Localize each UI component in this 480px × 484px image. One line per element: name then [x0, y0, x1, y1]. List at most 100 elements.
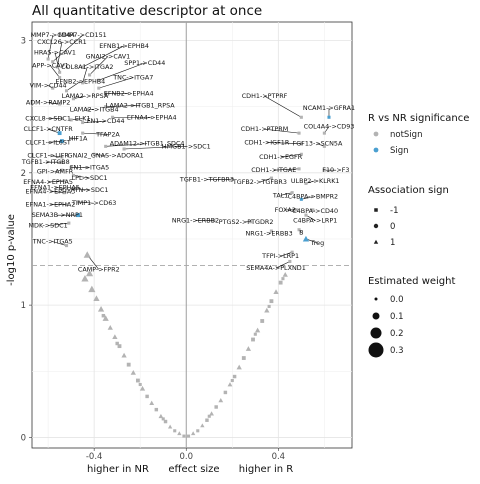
- data-point: [227, 382, 233, 387]
- data-point-labeled: [81, 65, 85, 69]
- legend-sign-title: Association sign: [368, 185, 449, 196]
- point-label: CXCL26->CCR1: [37, 38, 87, 46]
- label-connector: [82, 45, 125, 68]
- data-point: [149, 400, 155, 405]
- data-point: [245, 346, 252, 351]
- x-tick-label: -0.4: [86, 452, 103, 462]
- data-point: [112, 334, 118, 339]
- legend-weight-key: [372, 312, 380, 320]
- point-label: ULBP2->KLRK1: [291, 177, 340, 185]
- data-point-labeled: [299, 152, 303, 156]
- data-point-labeled: [58, 102, 62, 106]
- data-point-labeled: [51, 86, 55, 90]
- label-connector: [124, 146, 187, 150]
- data-point-labeled: [302, 235, 310, 242]
- data-point-labeled: [69, 165, 73, 170]
- point-label: EFNA1->EPHA5: [30, 183, 80, 191]
- data-point-labeled: [60, 139, 64, 143]
- data-point: [139, 385, 146, 391]
- point-label: COL8A1->ITGA2: [61, 63, 113, 71]
- label-connector: [73, 95, 86, 100]
- legend-weight-label: 0.1: [390, 312, 404, 322]
- legend-sign-key: [373, 223, 379, 229]
- legend-significance-key: [373, 147, 379, 153]
- data-point-labeled: [83, 251, 91, 258]
- data-point-labeled: [290, 250, 294, 254]
- point-label: CLCF1->IL6ST: [25, 138, 70, 146]
- y-tick-label: 3: [21, 37, 26, 47]
- data-point-labeled: [269, 229, 273, 233]
- data-point-labeled: [60, 168, 64, 172]
- data-point-labeled: [64, 244, 69, 248]
- plot-area: -0.4 0.0 0.4 0 1 2 3 MMP7->CD44MMP7->CD151CXCL2…: [21, 21, 355, 462]
- point-label: TNC->ITGA7: [112, 74, 153, 82]
- data-point-labeled: [212, 218, 216, 222]
- legend-weight-label: 0.2: [390, 329, 404, 339]
- point-label: EFNA1->EPHA2: [26, 201, 76, 209]
- label-connector: [54, 52, 60, 73]
- data-point: [232, 374, 237, 379]
- point-label: CDH1->PTPRM: [241, 125, 288, 133]
- data-point: [158, 413, 164, 419]
- data-point: [281, 277, 285, 281]
- data-point: [97, 305, 105, 312]
- data-point: [209, 411, 214, 416]
- legend-weight-label: 0.0: [390, 295, 404, 305]
- legend-significance-key: [373, 131, 379, 137]
- point-label: EFNB2->EPHB4: [55, 78, 105, 86]
- point-label: C4BPA->BMPR2: [288, 193, 339, 201]
- y-tick-label: 2: [21, 169, 26, 179]
- point-label: MMP7->CD151: [59, 31, 107, 39]
- data-point-labeled: [74, 187, 78, 191]
- data-point: [177, 431, 182, 436]
- data-point-labeled: [46, 57, 50, 61]
- data-point: [273, 289, 279, 295]
- label-connector: [82, 132, 108, 135]
- data-point-labeled: [297, 167, 301, 171]
- data-point: [154, 407, 159, 412]
- point-label: CDH1->IGF1R: [244, 138, 289, 146]
- data-point: [121, 352, 127, 358]
- data-point-labeled: [249, 220, 253, 224]
- legend-weight-title: Estimated weight: [368, 276, 455, 287]
- label-connector: [264, 95, 302, 118]
- label-connector: [82, 120, 106, 123]
- data-point-labeled: [322, 131, 326, 135]
- point-label: TGFB1->ITGB8: [21, 158, 70, 166]
- label-connector: [54, 187, 67, 189]
- data-point-labeled: [60, 117, 64, 121]
- point-label: LAMA2->ITGB4: [70, 105, 119, 113]
- legend-significance-label: Sign: [390, 146, 409, 156]
- data-point: [241, 356, 246, 360]
- point-label: GPI->AMFR: [37, 167, 74, 175]
- legend-sign-label: 1: [390, 238, 395, 248]
- data-point-labeled: [304, 213, 308, 217]
- data-point: [236, 364, 242, 370]
- data-point: [101, 313, 106, 318]
- legend-weight-key: [374, 297, 378, 301]
- point-label: NCAM1->GFRA1: [303, 104, 355, 112]
- data-point-labeled: [58, 70, 62, 74]
- data-point-labeled: [97, 78, 101, 82]
- label-connector: [48, 140, 62, 143]
- data-point: [190, 431, 196, 436]
- point-label: COL4A4->CD93: [304, 123, 355, 131]
- label-connector: [78, 201, 95, 204]
- data-point-labeled: [58, 76, 62, 80]
- data-point: [117, 344, 122, 349]
- data-point: [107, 324, 113, 330]
- label-connector: [105, 105, 141, 107]
- point-label: NRG1->ERBB3: [246, 230, 293, 238]
- label-connector: [105, 143, 148, 147]
- data-point: [135, 378, 140, 383]
- point-label: EFNA4->EPHA4: [127, 113, 177, 121]
- data-point-labeled: [122, 147, 126, 151]
- label-connector: [266, 142, 302, 145]
- data-point: [218, 397, 224, 403]
- label-connector: [98, 62, 145, 81]
- point-label: ADM->RAMP2: [26, 99, 70, 107]
- data-point-labeled: [64, 187, 69, 191]
- point-label: FN1->CD44: [87, 117, 125, 125]
- point-label: SEMA4A->PLXND1: [246, 264, 306, 272]
